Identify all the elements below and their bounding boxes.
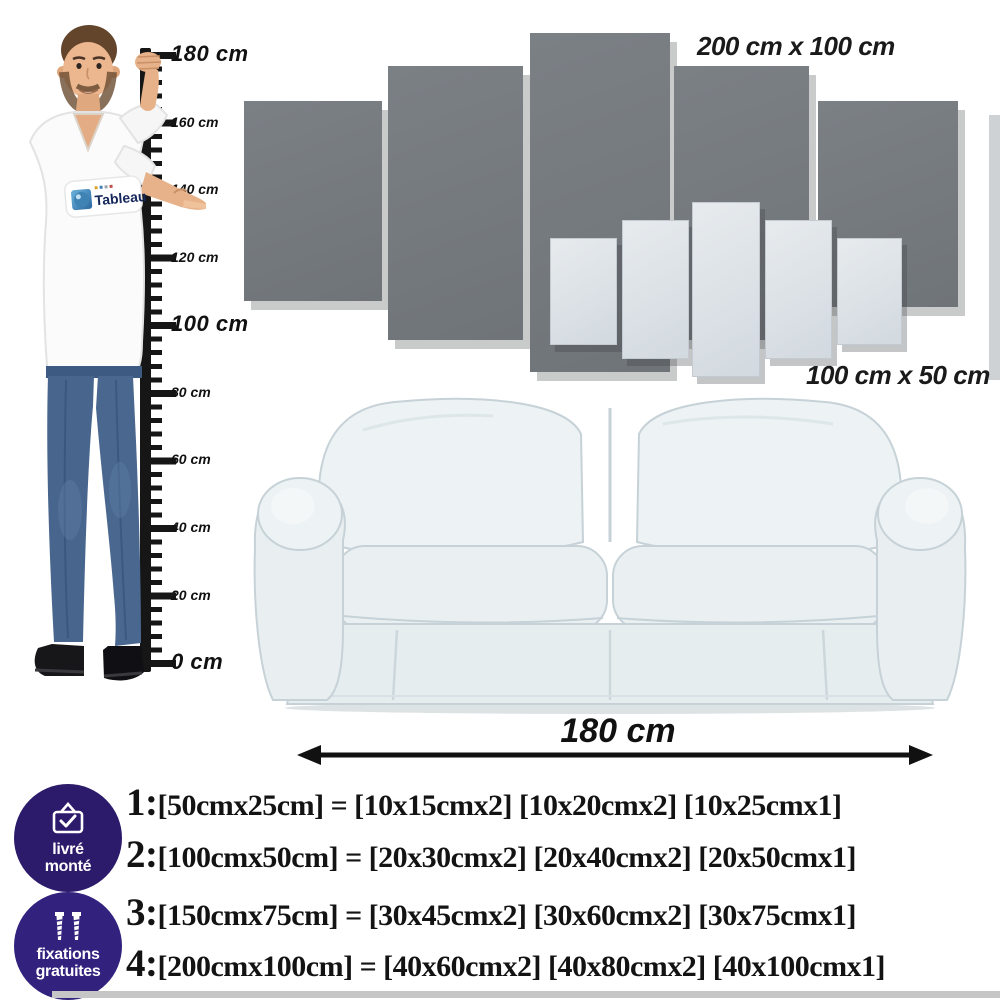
size-option-row-4: 4: [200cmx100cm] = [40x60cmx2] [40x80cmx…	[126, 941, 886, 986]
bottom-edge-strip	[52, 991, 1000, 998]
option-number: 3:	[126, 891, 158, 934]
back-cushion-left	[317, 397, 585, 558]
ruler-label-80: 80 cm	[171, 384, 211, 400]
brand-logo: Tableau	[64, 175, 147, 218]
arrow-left-head	[297, 745, 321, 765]
arrow-right-head	[909, 745, 933, 765]
small-panel-1	[550, 238, 617, 345]
ruler-label-40: 40 cm	[171, 519, 211, 535]
jeans	[46, 366, 142, 378]
ruler-label-20: 20 cm	[171, 587, 211, 603]
sofa-width-label: 180 cm	[560, 712, 676, 750]
pointing-hand	[140, 172, 206, 210]
ruler-major-ticks	[149, 51, 176, 667]
model-photo: Tableau	[28, 25, 206, 681]
small-set-size-label: 100 cm x 50 cm	[806, 360, 990, 390]
option-sizes: [200cmx100cm] = [40x60cmx2] [40x80cmx2] …	[157, 950, 886, 983]
width-arrow	[297, 745, 933, 765]
cropped-neighbor-panel	[989, 115, 1000, 380]
small-panel-3	[692, 202, 760, 377]
shoe-left	[34, 644, 84, 676]
size-option-row-1: 1: [50cmx25cm] = [10x15cmx2] [10x20cmx2]…	[126, 780, 842, 825]
badge-delivered-assembled: livré monté	[14, 784, 122, 892]
option-sizes: [50cmx25cm] = [10x15cmx2] [10x20cmx2] [1…	[157, 789, 843, 822]
screws-icon	[55, 912, 81, 940]
option-sizes: [100cmx50cm] = [20x30cmx2] [20x40cmx2] […	[157, 841, 857, 874]
brand-logo-text: Tableau	[94, 188, 147, 208]
large-panel-2	[388, 66, 523, 340]
size-option-row-3: 3: [150cmx75cm] = [30x45cmx2] [30x60cmx2…	[126, 890, 857, 935]
large-panel-1	[244, 101, 382, 301]
bag-check-icon	[52, 802, 84, 834]
sofa-illustration	[253, 397, 967, 714]
option-number: 4:	[126, 942, 158, 985]
small-panel-5	[837, 238, 902, 345]
option-sizes: [150cmx75cm] = [30x45cmx2] [30x60cmx2] […	[157, 899, 857, 932]
option-number: 2:	[126, 833, 158, 876]
ruler-label-160: 160 cm	[171, 114, 219, 130]
ruler-label-120: 120 cm	[171, 249, 219, 265]
shoe-right	[103, 646, 144, 681]
small-panel-4	[765, 220, 832, 359]
ruler-bar	[140, 48, 151, 672]
ruler-label-60: 60 cm	[171, 451, 211, 467]
ruler-label-100: 100 cm	[171, 311, 249, 336]
large-set-size-label: 200 cm x 100 cm	[697, 31, 895, 61]
seat-cushion-right	[612, 545, 886, 631]
ruler-label-0: 0 cm	[171, 649, 224, 674]
ruler-label-180: 180 cm	[171, 41, 249, 66]
badge-free-fixtures: fixations gratuites	[14, 892, 122, 1000]
small-panel-2	[622, 220, 689, 359]
option-number: 1:	[126, 781, 158, 824]
seat-cushion-left	[334, 545, 608, 631]
size-option-row-2: 2: [100cmx50cm] = [20x30cmx2] [20x40cmx2…	[126, 832, 857, 877]
